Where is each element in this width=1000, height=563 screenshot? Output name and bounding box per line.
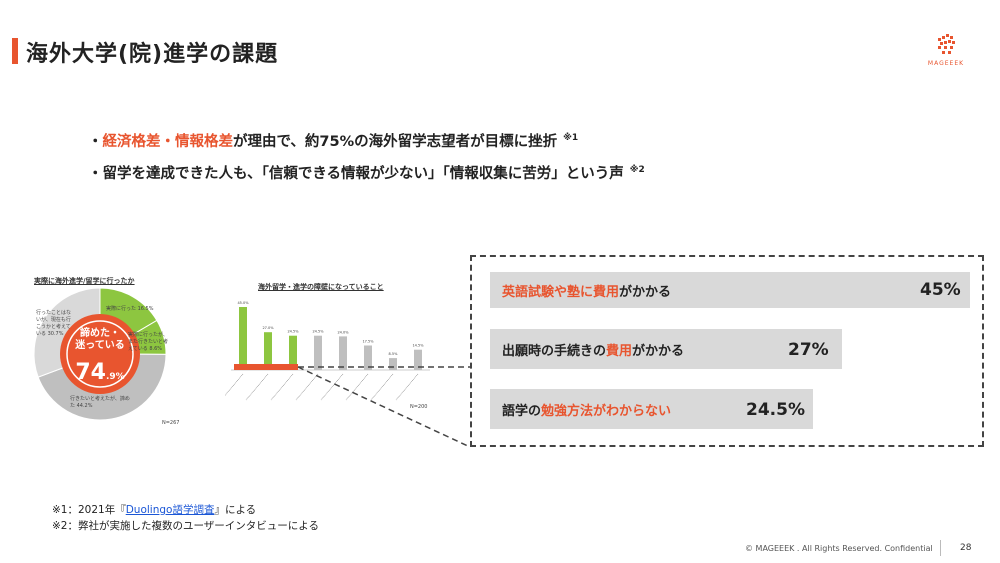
bar-category-label	[225, 373, 244, 396]
bar-category-label	[270, 373, 294, 401]
callout-pre: 出願時の手続きの	[502, 344, 607, 359]
callout-bar-1: 英語試験や塾に費用がかかる 45%	[490, 272, 970, 308]
page-number: 28	[960, 543, 972, 553]
pie-center-label-line1: 諦めた・	[80, 328, 120, 339]
bar	[314, 335, 322, 370]
bullet-note: ※2	[629, 164, 645, 175]
bar-category-label	[295, 373, 319, 401]
callout-label-2: 出願時の手続きの費用がかかる	[502, 340, 684, 359]
callout-pre: 語学の	[502, 404, 542, 419]
callout-percent-3: 24.5%	[746, 400, 805, 420]
callout-post: がかかる	[632, 344, 685, 359]
bar-value-label: 24.5%	[312, 330, 324, 334]
pie-center-ring	[60, 314, 140, 394]
bar-chart-title: 海外留学・進学の障壁になっていること	[258, 283, 384, 291]
bar-value-label: 8.5%	[389, 352, 399, 356]
footnote-1: ※1：2021年『Duolingo語学調査』による	[52, 502, 319, 518]
bullet-text: が理由で、約75%の海外留学志望者が目標に挫折	[233, 133, 558, 150]
pie-center-label: 諦めた・ 迷っている	[60, 328, 140, 352]
pie-center-int: 74	[75, 360, 106, 385]
callout-bar-2: 出願時の手続きの費用がかかる 27%	[490, 329, 842, 369]
footnotes: ※1：2021年『Duolingo語学調査』による ※2：弊社が実施した複数のユ…	[52, 502, 319, 534]
bar-value-label: 24.0%	[337, 330, 349, 334]
bullet-item-2: ・留学を達成できた人も、「信頼できる情報が少ない」「情報収集に苦労」という声 ※2	[88, 156, 645, 188]
bar-category-label	[370, 373, 394, 401]
bar-value-label: 27.0%	[262, 326, 274, 330]
logo-mark-icon	[938, 34, 955, 54]
pie-chart	[33, 287, 167, 421]
bullet-list: ・経済格差・情報格差が理由で、約75%の海外留学志望者が目標に挫折 ※1 ・留学を…	[88, 124, 645, 188]
callout-highlight: 費用	[606, 344, 633, 359]
bar	[389, 358, 397, 370]
bullet-marker: ・	[88, 133, 103, 150]
callout-percent-2: 27%	[788, 340, 829, 360]
bar	[414, 349, 422, 370]
footnote-1-post: 』による	[214, 504, 257, 516]
bar-value-label: 14.5%	[412, 344, 424, 348]
pie-center-inner-ring	[66, 320, 134, 388]
callout-post: がかかる	[619, 285, 672, 300]
bullet-item-1: ・経済格差・情報格差が理由で、約75%の海外留学志望者が目標に挫折 ※1	[88, 124, 645, 156]
pie-center-label-line2: 迷っている	[75, 340, 125, 351]
pie-sample-size: N=267	[162, 420, 180, 426]
duolingo-survey-link[interactable]: Duolingo語学調査	[125, 504, 215, 516]
callout-bar-3: 語学の勉強方法がわからない 24.5%	[490, 389, 813, 429]
logo-text: MAGEEEK	[927, 60, 965, 67]
bar	[364, 345, 372, 370]
bullet-marker: ・	[88, 165, 103, 182]
bar-chart: 45.0% 27.0% 24.5% 24.5% 24.0% 17.5% 8.5% 14.5%	[225, 301, 430, 401]
callout-highlight: 英語試験や塾に費用	[502, 285, 620, 300]
pie-label-went-again: 実際に行ったが、また行きたいと考えている 8.6%	[128, 332, 169, 352]
bar-category-label	[345, 373, 369, 401]
pie-label-gave-up: 行きたいと考えたが、諦めた 44.2%	[70, 396, 130, 409]
bar-category-label	[245, 373, 269, 401]
callout-percent-1: 45%	[920, 280, 961, 300]
bar-value-label: 24.5%	[287, 330, 299, 334]
bullet-highlight: 経済格差・情報格差	[102, 133, 234, 150]
footer-divider	[940, 540, 941, 556]
callout-box	[470, 255, 984, 447]
bar	[239, 307, 247, 370]
footnote-2: ※2：弊社が実施した複数のユーザーインタビューによる	[52, 520, 319, 532]
callout-label-3: 語学の勉強方法がわからない	[502, 400, 671, 419]
pie-center-value: 74.9%	[60, 360, 140, 385]
page-title: 海外大学(院)進学の課題	[26, 42, 279, 67]
footer-copyright: © MAGEEEK . All Rights Reserved. Confide…	[745, 544, 933, 553]
pie-center-decimal: .9%	[105, 372, 125, 382]
bar-value-label: 45.0%	[237, 301, 249, 305]
bullet-note: ※1	[563, 133, 579, 143]
footnote-1-pre: ※1：2021年『	[52, 504, 126, 516]
pie-chart-title: 実際に海外進学/留学に行ったか	[34, 277, 135, 285]
callout-highlight: 勉強方法がわからない	[541, 404, 672, 419]
callout-label-1: 英語試験や塾に費用がかかる	[502, 281, 671, 300]
bar-chart-sample-size: N=200	[410, 404, 428, 410]
bar-category-label	[320, 373, 344, 401]
bar	[289, 335, 297, 370]
pie-label-considering: 行ったことはないが、現在も行こうかと考えている 30.7%	[36, 310, 72, 337]
title-accent-bar	[12, 38, 18, 64]
bar	[264, 332, 272, 370]
bullet-text: 留学を達成できた人も、「信頼できる情報が少ない」「情報収集に苦労」という声	[102, 165, 624, 182]
mageeek-logo: MAGEEEK	[918, 30, 974, 72]
bar-value-label: 17.5%	[362, 340, 374, 344]
pie-label-went: 実際に行った 16.5%	[106, 306, 154, 312]
bar	[339, 336, 347, 370]
bar-category-label	[395, 373, 419, 401]
